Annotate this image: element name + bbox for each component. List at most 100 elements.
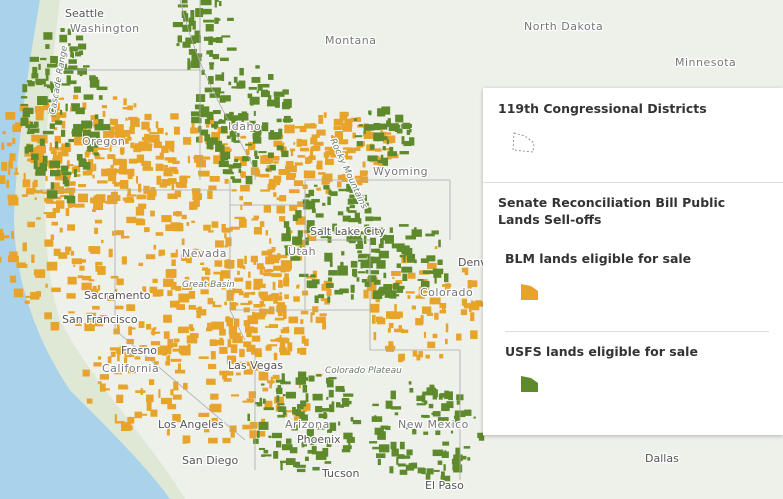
place-label: Fresno xyxy=(121,344,157,357)
parcel xyxy=(187,58,191,63)
parcel xyxy=(277,253,281,261)
parcel xyxy=(387,118,391,125)
parcel xyxy=(251,77,261,83)
parcel xyxy=(109,146,112,152)
parcel xyxy=(307,449,314,454)
parcel xyxy=(222,169,233,174)
parcel xyxy=(434,276,437,284)
parcel xyxy=(177,4,188,8)
parcel xyxy=(409,387,414,393)
parcel xyxy=(402,455,411,459)
parcel xyxy=(352,268,358,277)
parcel xyxy=(373,331,377,341)
parcel xyxy=(98,119,104,127)
parcel xyxy=(226,259,230,265)
parcel xyxy=(350,294,354,300)
parcel xyxy=(139,345,144,350)
parcel xyxy=(364,124,375,131)
parcel xyxy=(127,172,133,180)
parcel xyxy=(343,147,352,150)
parcel xyxy=(107,295,115,301)
parcel xyxy=(423,331,427,338)
parcel xyxy=(58,252,68,259)
parcel xyxy=(251,335,261,342)
parcel xyxy=(45,283,48,288)
parcel xyxy=(279,292,282,295)
parcel xyxy=(97,266,106,275)
parcel xyxy=(453,415,460,424)
parcel xyxy=(329,261,333,267)
parcel xyxy=(258,151,267,154)
parcel xyxy=(129,327,136,330)
parcel xyxy=(246,328,252,338)
parcel xyxy=(193,198,200,207)
parcel xyxy=(156,175,162,185)
parcel xyxy=(372,403,379,407)
parcel xyxy=(411,462,418,469)
parcel xyxy=(7,142,12,147)
parcel xyxy=(266,158,272,164)
parcel xyxy=(25,180,31,185)
parcel xyxy=(105,142,108,147)
parcel xyxy=(150,331,161,334)
parcel xyxy=(361,278,368,283)
parcel xyxy=(367,155,378,162)
parcel xyxy=(206,378,216,385)
parcel xyxy=(412,428,417,435)
parcel xyxy=(247,300,253,305)
parcel xyxy=(440,393,449,398)
parcel xyxy=(295,210,302,219)
parcel xyxy=(66,75,71,85)
parcel xyxy=(335,385,345,392)
parcel xyxy=(338,231,344,235)
parcel xyxy=(308,189,315,197)
parcel xyxy=(285,458,296,466)
parcel xyxy=(152,278,158,284)
parcel xyxy=(174,190,182,198)
parcel xyxy=(294,126,304,129)
parcel xyxy=(54,141,59,149)
parcel xyxy=(262,398,266,404)
parcel xyxy=(347,210,357,213)
parcel xyxy=(417,467,425,474)
parcel xyxy=(271,247,276,251)
parcel xyxy=(150,341,161,346)
parcel xyxy=(1,142,5,150)
parcel xyxy=(288,189,300,194)
parcel xyxy=(460,309,468,316)
parcel xyxy=(446,401,454,409)
parcel xyxy=(124,357,128,364)
parcel xyxy=(396,456,399,465)
parcel xyxy=(214,260,223,267)
parcel xyxy=(328,389,334,398)
parcel xyxy=(42,130,54,135)
parcel xyxy=(341,151,349,159)
parcel xyxy=(425,354,430,359)
parcel xyxy=(207,190,213,199)
parcel xyxy=(129,126,135,135)
parcel xyxy=(240,157,247,167)
parcel xyxy=(238,218,247,228)
parcel xyxy=(146,402,152,411)
parcel xyxy=(187,155,190,164)
parcel xyxy=(144,227,150,233)
parcel xyxy=(426,312,434,316)
parcel xyxy=(148,379,155,385)
parcel xyxy=(256,266,266,270)
parcel xyxy=(319,313,327,317)
parcel xyxy=(357,241,363,245)
parcel xyxy=(347,198,355,205)
parcel xyxy=(313,141,324,146)
parcel xyxy=(253,278,263,288)
place-label: Arizona xyxy=(285,418,330,431)
parcel xyxy=(243,341,252,348)
parcel xyxy=(51,221,58,226)
parcel xyxy=(150,210,155,217)
parcel xyxy=(245,280,252,290)
parcel xyxy=(77,68,88,75)
parcel xyxy=(59,109,63,115)
parcel xyxy=(409,128,412,133)
parcel xyxy=(194,154,204,163)
parcel xyxy=(256,430,260,438)
parcel xyxy=(259,173,270,178)
